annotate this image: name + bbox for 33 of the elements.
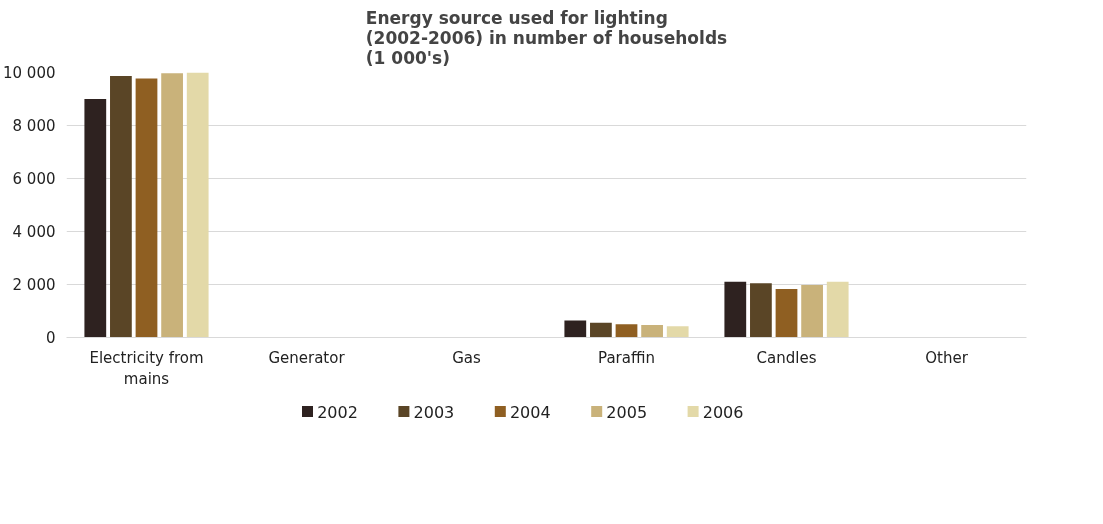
bar [615, 324, 638, 338]
bar [564, 320, 587, 338]
bar [775, 289, 798, 338]
bar [84, 99, 107, 338]
bar [641, 325, 663, 338]
bar [186, 72, 209, 338]
legend-label: 2002 [317, 402, 358, 422]
bar [826, 281, 849, 338]
legend-label: 2003 [413, 402, 455, 422]
bar [666, 326, 689, 338]
legend-label: 2004 [509, 402, 551, 422]
y-tick-label: 6 000 [12, 169, 56, 188]
x-tick-label: Electricity from mains [89, 348, 204, 389]
x-tick-label: Other [925, 348, 969, 367]
y-tick-label: 2 000 [12, 275, 56, 294]
bar [590, 322, 612, 338]
bar [135, 78, 158, 338]
y-tick-label: 4 000 [12, 222, 56, 241]
x-tick-label: Gas [452, 348, 481, 367]
bar [110, 75, 132, 338]
chart-title: Energy source used for lighting (2002-2006) in number of households (1 000's) [365, 7, 728, 68]
legend-label: 2005 [606, 402, 648, 422]
x-tick-label: Candles [756, 348, 817, 367]
y-tick-label: 8 000 [12, 116, 56, 135]
y-tick-label: 10 000 [3, 63, 56, 82]
legend-label: 2006 [702, 402, 744, 422]
bar [161, 73, 183, 338]
bar [750, 283, 772, 338]
x-tick-label: Paraffin [598, 348, 655, 367]
bar [724, 281, 747, 338]
bar [801, 285, 823, 338]
y-tick-label: 0 [45, 328, 56, 347]
x-tick-label: Generator [268, 348, 346, 367]
